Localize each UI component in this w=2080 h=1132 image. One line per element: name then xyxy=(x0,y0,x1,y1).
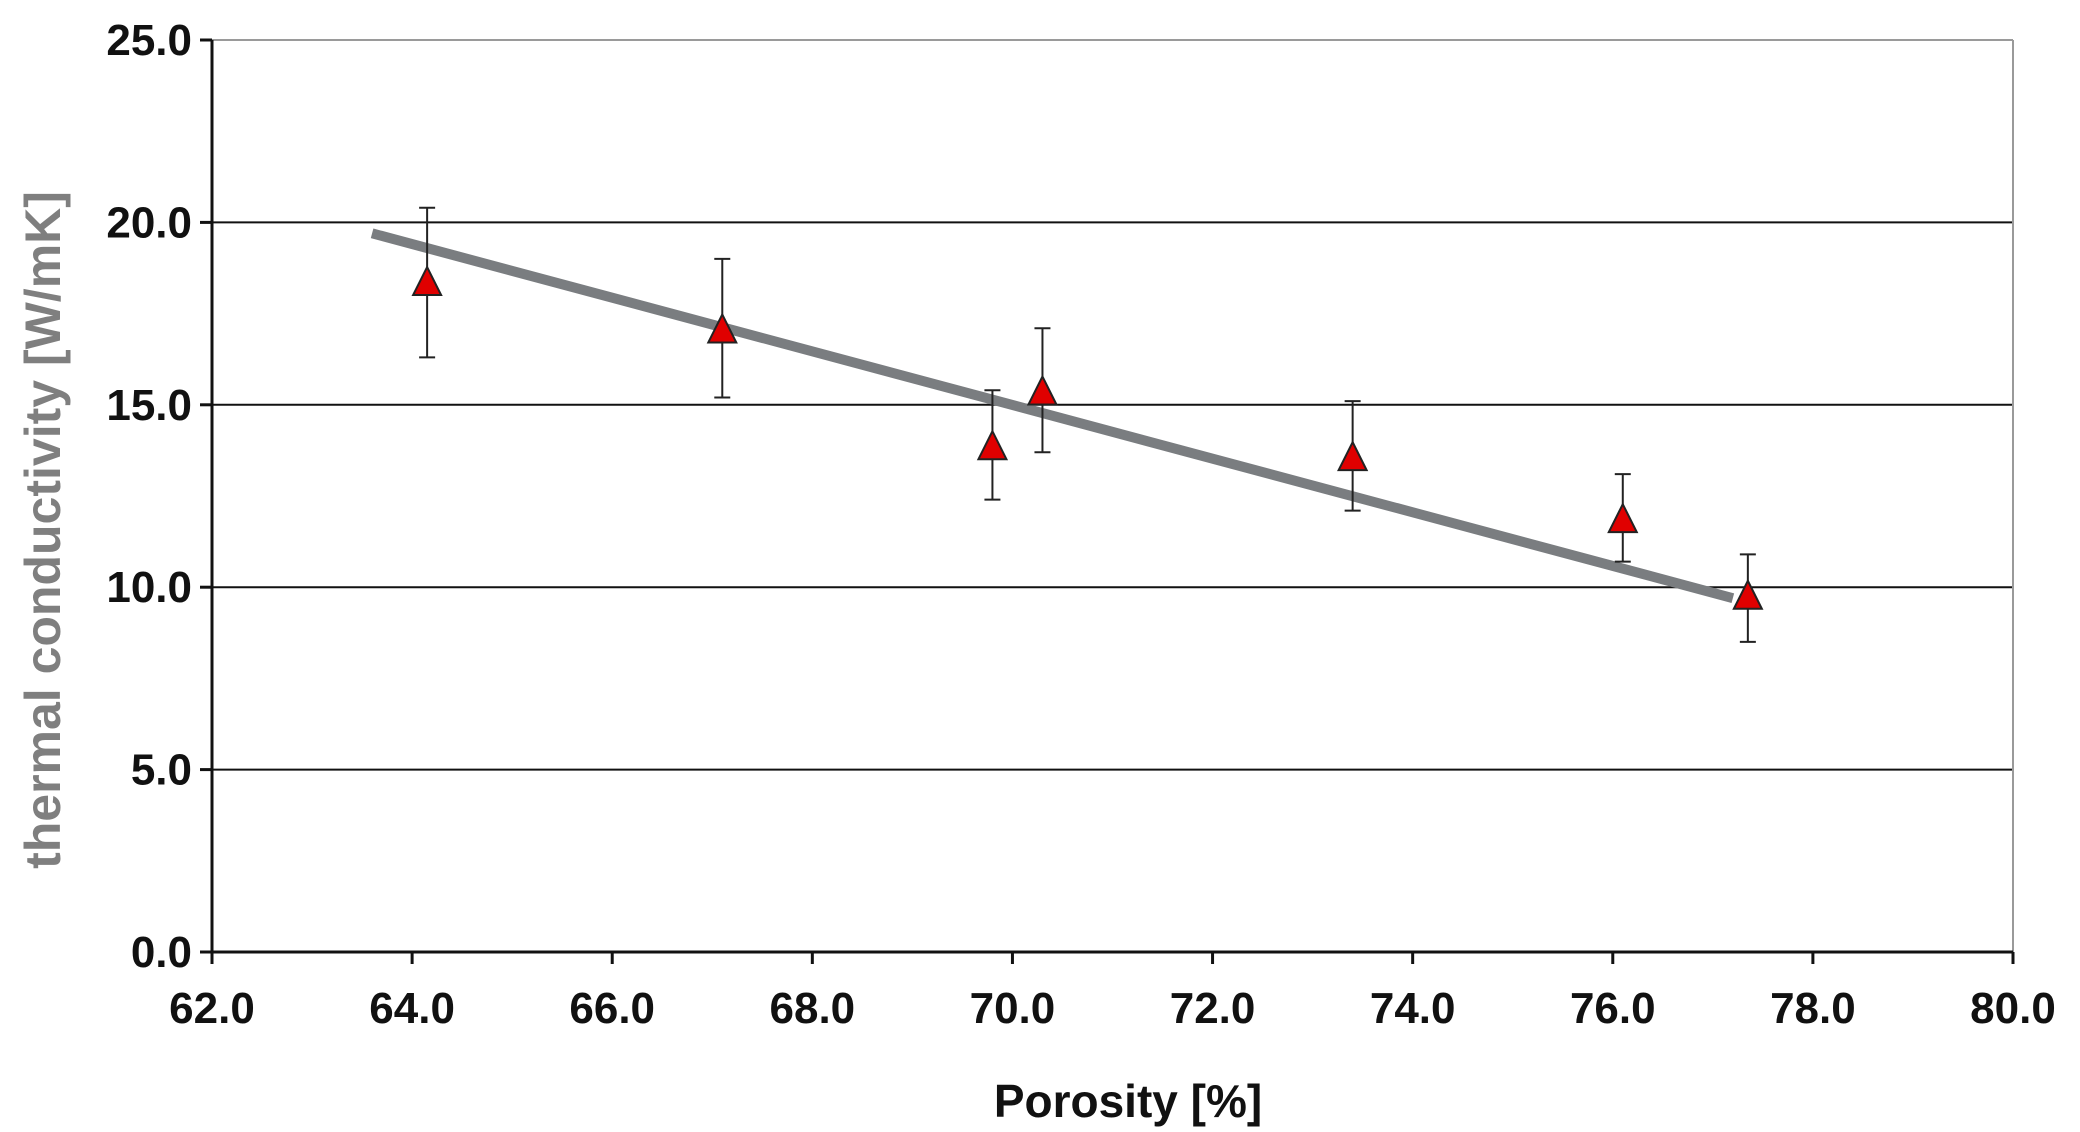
data-point-6 xyxy=(1732,578,1764,610)
y-tick-label-5: 25.0 xyxy=(106,16,192,65)
y-tick-label-4: 20.0 xyxy=(106,198,192,247)
x-tick-label-5: 72.0 xyxy=(1170,984,1256,1033)
y-tick-label-3: 15.0 xyxy=(106,381,192,430)
y-axis-title: thermal conductivity [W/mK] xyxy=(15,191,71,869)
x-axis-title: Porosity [%] xyxy=(994,1075,1262,1127)
x-tick-label-1: 64.0 xyxy=(369,984,455,1033)
x-tick-label-2: 66.0 xyxy=(569,984,655,1033)
x-tick-label-7: 76.0 xyxy=(1570,984,1656,1033)
x-tick-label-3: 68.0 xyxy=(770,984,856,1033)
x-tick-label-6: 74.0 xyxy=(1370,984,1456,1033)
x-tick-label-0: 62.0 xyxy=(169,984,255,1033)
x-tick-label-8: 78.0 xyxy=(1770,984,1856,1033)
x-tick-label-9: 80.0 xyxy=(1970,984,2056,1033)
data-point-2 xyxy=(976,428,1009,461)
y-tick-label-1: 5.0 xyxy=(131,746,192,795)
x-tick-label-4: 70.0 xyxy=(970,984,1056,1033)
y-tick-label-2: 10.0 xyxy=(106,563,192,612)
data-point-0 xyxy=(411,264,443,297)
trendline-layer xyxy=(370,228,1735,603)
plot-frame xyxy=(210,39,2014,954)
axis-labels: Porosity [%] thermal conductivity [W/mK] xyxy=(15,191,1262,1127)
trendline xyxy=(370,228,1735,603)
data-point-3 xyxy=(1026,374,1059,406)
data-points xyxy=(411,264,1764,610)
axis-ticks: 0.0 5.0 10.0 15.0 20.0 25.0 62.0 64.0 66.0 68.0 70… xyxy=(106,16,2055,1033)
gridlines xyxy=(212,221,2013,771)
y-tick-label-0: 0.0 xyxy=(131,928,192,977)
data-point-5 xyxy=(1607,501,1639,534)
data-point-1 xyxy=(706,312,738,344)
data-point-4 xyxy=(1337,439,1369,472)
